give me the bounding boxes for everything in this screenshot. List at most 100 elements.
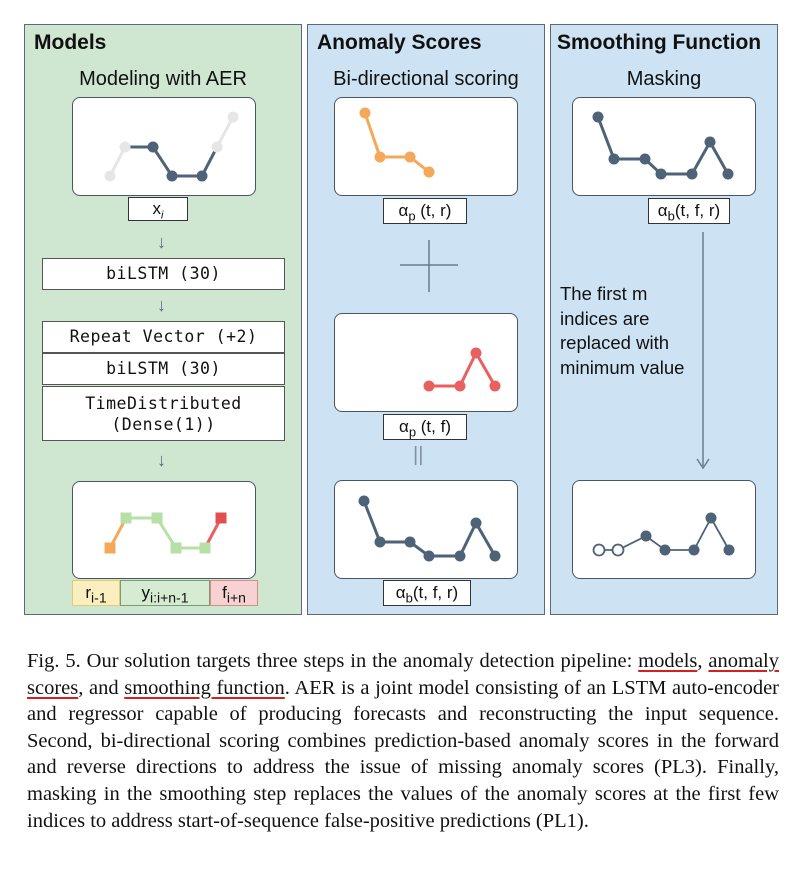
- forward-score-point: [359, 107, 371, 119]
- output-backcast-point: [104, 542, 116, 554]
- equals-sign: ||: [413, 444, 424, 466]
- combined-score-point: [358, 495, 370, 507]
- smoothing-subtitle: Masking: [626, 68, 702, 90]
- arrow-3: ↓: [157, 450, 166, 470]
- output-label-y: yi:i+n-1: [120, 580, 210, 606]
- unsmoothed-score-plot: [572, 97, 756, 196]
- input-context-point: [227, 111, 239, 123]
- score-label-tr: αp (t, r): [383, 198, 467, 224]
- caption-sep: ,: [697, 650, 709, 672]
- output-f-text: f: [222, 583, 227, 602]
- input-label-text: x: [152, 199, 162, 218]
- input-context-line: [215, 116, 235, 148]
- input-window-point: [147, 141, 159, 153]
- forward-score-point: [404, 151, 416, 163]
- arrow-1: ↓: [157, 232, 166, 252]
- masked-score-point: [659, 544, 671, 556]
- score-label-tf: αp (t, f): [383, 414, 467, 440]
- reverse-score-line: [429, 349, 497, 388]
- unsmoothed-score-point: [686, 168, 698, 180]
- caption-text: Our solution targets three steps in the …: [80, 650, 639, 672]
- forward-score-point: [423, 166, 435, 178]
- unsmoothed-score-point: [592, 111, 604, 123]
- output-label-r: ri-1: [72, 580, 120, 606]
- reverse-score-plot: [334, 313, 518, 412]
- caption-fig-number: Fig. 5.: [27, 650, 81, 672]
- arrow-2: ↓: [157, 295, 166, 315]
- figure-caption: Fig. 5. Our solution targets three steps…: [27, 648, 779, 834]
- scores-title: Anomaly Scores: [317, 31, 482, 54]
- layer-repeat-vector: Repeat Vector (+2): [42, 321, 285, 353]
- masked-score-point: [611, 543, 625, 557]
- models-subtitle: Modeling with AER: [79, 68, 247, 90]
- combined-score-point: [470, 517, 482, 529]
- combined-score-point: [489, 550, 501, 562]
- masking-note-line: indices are: [560, 307, 650, 329]
- output-reconstruction-point: [120, 512, 132, 524]
- smoothing-title: Smoothing Function: [557, 31, 762, 54]
- score-label-tr-args: (t, r): [415, 201, 452, 220]
- unsmoothed-score-point: [608, 153, 620, 165]
- caption-models-link: models: [638, 650, 698, 672]
- combined-score-point: [374, 536, 386, 548]
- input-context-point: [211, 141, 223, 153]
- caption-anomaly-scores-link: anomaly scores: [27, 650, 779, 699]
- layer-bilstm-2: biLSTM (30): [42, 353, 285, 385]
- output-f-sub: i+n: [226, 589, 246, 606]
- combined-score-point: [423, 550, 435, 562]
- masked-score-point: [705, 512, 717, 524]
- combined-score-point: [454, 550, 466, 562]
- input-context-point: [119, 141, 131, 153]
- masking-note-line: The first m: [560, 283, 648, 304]
- reverse-score-point: [454, 380, 466, 392]
- layer-timedistributed: TimeDistributed (Dense(1)): [42, 386, 285, 441]
- reverse-score-point: [489, 380, 501, 392]
- score-label-tfr-greek: α: [395, 583, 406, 602]
- input-window-point: [166, 170, 178, 182]
- input-label: xi: [128, 197, 188, 221]
- score-label-tr-sub: p: [408, 208, 416, 224]
- caption-smoothing-link: smoothing function: [124, 676, 285, 699]
- smoothing-label: αb(t, f, r): [648, 198, 730, 224]
- models-title: Models: [34, 31, 107, 54]
- output-r-sub: i-1: [91, 589, 107, 606]
- masking-note: The first m indices are replaced with mi…: [560, 282, 684, 380]
- output-label-f: fi+n: [210, 580, 258, 606]
- output-r-text: r: [85, 583, 92, 602]
- input-label-sub: i: [161, 209, 164, 222]
- score-label-tfr-args: (t, f, r): [412, 583, 459, 602]
- scores-subtitle: Bi-directional scoring: [333, 68, 519, 90]
- unsmoothed-score-point: [704, 136, 716, 148]
- input-context-point: [104, 170, 116, 182]
- output-reconstruction-point: [170, 542, 182, 554]
- masked-score-point: [723, 544, 735, 556]
- masked-score-point: [640, 530, 652, 542]
- score-label-tr-greek: α: [398, 201, 409, 220]
- smoothing-arrow-head: [696, 458, 710, 470]
- combined-score-point: [404, 536, 416, 548]
- forward-score-point: [374, 151, 386, 163]
- score-label-tf-sub: p: [408, 424, 417, 440]
- unsmoothed-score-point: [639, 153, 651, 165]
- output-reconstruction-point: [199, 542, 211, 554]
- score-label-tfr: αb(t, f, r): [383, 580, 471, 606]
- combined-score-line: [362, 500, 497, 558]
- reverse-score-point: [470, 347, 482, 359]
- output-y-sub: i:i+n-1: [149, 589, 189, 606]
- output-y-text: y: [141, 583, 150, 602]
- forward-score-line: [363, 112, 430, 174]
- score-label-tfr-sub: b: [405, 590, 413, 606]
- unsmoothed-score-point: [655, 168, 667, 180]
- masking-note-line: minimum value: [560, 356, 685, 378]
- reverse-score-point: [423, 380, 435, 392]
- smoothing-label-greek: α: [657, 201, 668, 220]
- masked-score-plot: [572, 480, 756, 579]
- output-reconstruction-line: [126, 516, 205, 550]
- score-label-tf-greek: α: [398, 417, 409, 436]
- input-window-point: [196, 170, 208, 182]
- score-label-tf-args: (t, f): [416, 417, 451, 436]
- masking-note-line: replaced with: [560, 332, 670, 353]
- caption-sep: , and: [78, 676, 125, 699]
- smoothing-label-sub: b: [667, 208, 675, 224]
